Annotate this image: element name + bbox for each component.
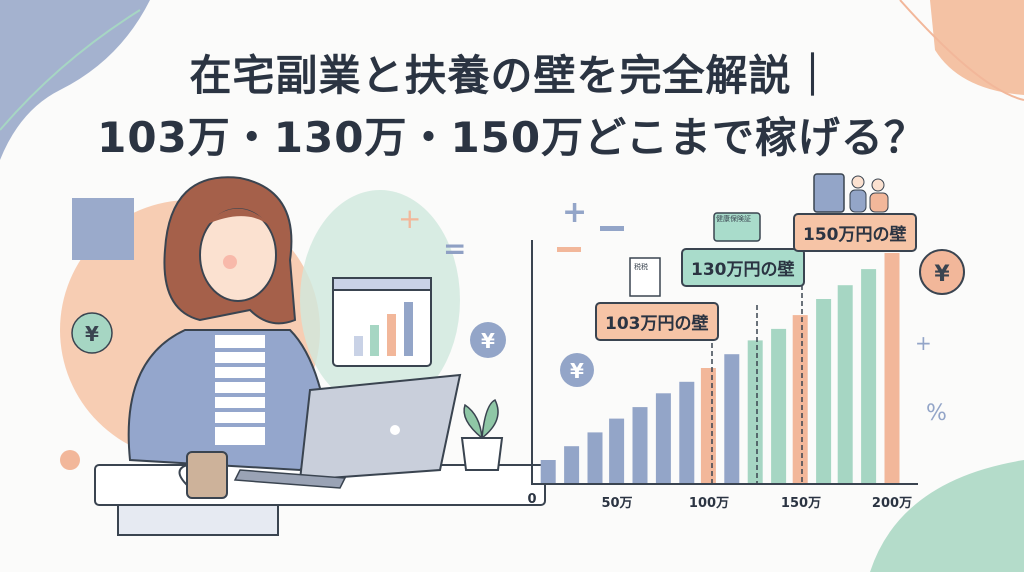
svg-text:¥: ¥ xyxy=(85,322,99,346)
svg-text:+: + xyxy=(562,195,587,230)
x-tick-0: 0 xyxy=(527,492,537,507)
calculator-icon xyxy=(813,173,845,213)
bar-4 xyxy=(632,407,648,483)
yen-coin-mid xyxy=(470,322,506,358)
insurance-card-icon xyxy=(713,212,761,242)
svg-text:+: + xyxy=(398,202,421,235)
tax-doc-label: 税税 xyxy=(634,263,648,271)
x-tick-150: 150万 xyxy=(780,496,822,511)
bar-0 xyxy=(540,460,556,483)
yen-coin-left xyxy=(71,312,113,354)
bar-2 xyxy=(587,432,603,483)
line-decor-right xyxy=(899,0,1024,101)
coffee-mug xyxy=(186,451,228,499)
blob-bottom-right xyxy=(870,460,1024,572)
family-icon xyxy=(849,175,889,213)
plant-leaves xyxy=(463,398,499,439)
laptop xyxy=(298,373,462,482)
bar-10 xyxy=(771,328,787,483)
yen-coin-chart xyxy=(560,353,594,387)
bar-14 xyxy=(861,269,877,483)
callout-103: 103万円の壁 xyxy=(595,302,719,341)
line-decor-left xyxy=(0,9,141,131)
bar-1 xyxy=(564,446,580,483)
svg-text:=: = xyxy=(443,232,466,265)
plant-pot xyxy=(460,437,504,471)
svg-text:¥: ¥ xyxy=(570,359,584,383)
bar-12 xyxy=(816,299,832,483)
tax-document-icon xyxy=(629,257,661,297)
svg-text:¥: ¥ xyxy=(934,262,950,287)
title-line-2: 103万・130万・150万どこまで稼げる？ xyxy=(97,113,927,162)
svg-text:¥: ¥ xyxy=(481,329,495,353)
svg-text:+: + xyxy=(915,331,932,355)
x-tick-200: 200万 xyxy=(871,496,913,511)
bar-13 xyxy=(837,285,853,483)
bars xyxy=(540,253,900,483)
chart-popup xyxy=(332,277,432,367)
bar-3 xyxy=(609,418,625,483)
blob-top-left xyxy=(0,0,150,160)
bar-15 xyxy=(884,253,900,483)
bar-8 xyxy=(724,354,740,483)
blob-top-right xyxy=(930,0,1024,95)
yen-coin-right xyxy=(919,249,965,295)
title-line-1: 在宅副業と扶養の壁を完全解説｜ xyxy=(189,51,835,100)
bar-7 xyxy=(700,368,716,483)
woman-face xyxy=(199,208,277,302)
callout-150: 150万円の壁 xyxy=(793,213,917,252)
bar-11 xyxy=(792,315,808,483)
x-tick-100: 100万 xyxy=(688,496,730,511)
callout-130: 130万円の壁 xyxy=(681,248,805,287)
square-decor xyxy=(72,198,134,260)
bar-9 xyxy=(747,340,763,483)
bar-5 xyxy=(655,393,671,483)
insurance-card-label: 健康保険証 xyxy=(716,215,751,223)
x-tick-50: 50万 xyxy=(601,496,633,511)
wall-lines xyxy=(711,245,803,483)
svg-text:%: % xyxy=(926,401,947,426)
bar-6 xyxy=(679,381,695,483)
